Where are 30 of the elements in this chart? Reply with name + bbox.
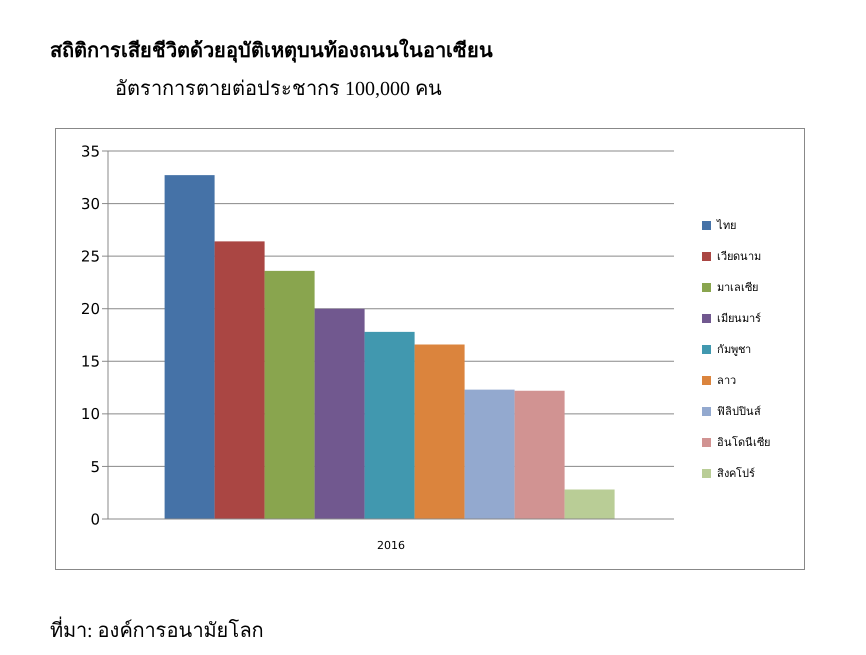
legend-label: เมียนมาร์ [717, 311, 761, 327]
y-tick-label: 5 [90, 458, 100, 476]
y-tick-label: 20 [80, 300, 100, 318]
y-tick-label: 25 [80, 247, 100, 266]
legend-label: กัมพูชา [717, 342, 751, 358]
y-tick-label: 0 [90, 510, 100, 528]
bar [564, 490, 615, 519]
bar [164, 175, 215, 519]
legend-label: เวียดนาม [717, 249, 761, 265]
bar [514, 390, 565, 519]
y-tick-label: 10 [80, 405, 100, 424]
y-tick-label: 35 [80, 142, 100, 160]
chart-title: สถิติการเสียชีวิตด้วยอุบัติเหตุบนท้องถนนในอาเซียน [50, 38, 493, 65]
x-tick-label: 2016 [377, 538, 405, 552]
text: ที่มา: องค์การอนามัยโลก [50, 616, 264, 644]
legend-label: อินโดนีเซีย [717, 435, 770, 451]
bar [264, 270, 315, 519]
legend-label: สิงคโปร์ [717, 466, 755, 482]
y-tick-label: 15 [80, 352, 100, 371]
bar [364, 332, 415, 519]
bar [464, 390, 515, 519]
bar [414, 344, 465, 519]
legend-label: ฟิลิปปินส์ [717, 404, 761, 420]
y-tick-label: 30 [80, 194, 100, 213]
bar [214, 241, 265, 519]
legend-label: มาเลเซีย [717, 280, 758, 296]
legend-label: ลาว [717, 373, 736, 389]
chart-subtitle: อัตราการตายต่อประชากร 100,000 คน [115, 77, 442, 102]
legend-label: ไทย [717, 218, 736, 234]
bar [314, 308, 365, 519]
